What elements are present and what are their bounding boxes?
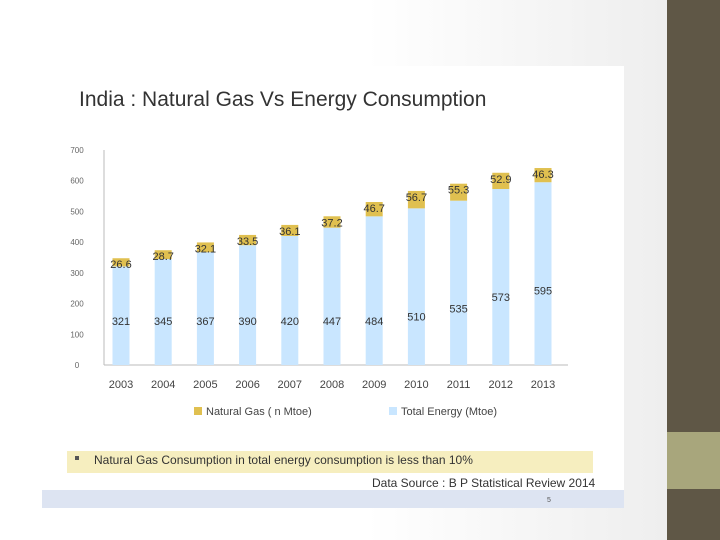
x-tick-label: 2013 <box>531 379 555 391</box>
natural-gas-bar <box>112 258 130 267</box>
total-energy-bar <box>450 200 468 365</box>
note-text: Natural Gas Consumption in total energy … <box>94 453 473 467</box>
y-tick-label: 600 <box>70 177 84 186</box>
total-energy-data-label: 484 <box>365 316 383 328</box>
natural-gas-data-label: 56.7 <box>406 192 427 204</box>
y-tick-label: 400 <box>70 238 84 247</box>
legend-label-total-energy: Total Energy (Mtoe) <box>401 406 497 418</box>
natural-gas-bar <box>239 234 257 246</box>
natural-gas-bar <box>492 172 510 190</box>
natural-gas-bar <box>196 242 214 253</box>
x-tick-label: 2008 <box>320 379 344 391</box>
y-tick-label: 100 <box>70 330 84 339</box>
x-tick-label: 2010 <box>404 379 428 391</box>
x-tick-label: 2006 <box>235 379 259 391</box>
total-energy-data-label: 595 <box>534 285 552 297</box>
total-energy-bar <box>239 245 257 365</box>
total-energy-bar <box>365 216 383 365</box>
page-number: 5 <box>547 497 551 504</box>
natural-gas-data-label: 55.3 <box>448 185 469 197</box>
legend-label-natural-gas: Natural Gas ( n Mtoe) <box>206 406 312 418</box>
x-tick-label: 2004 <box>151 379 175 391</box>
slide-title: India : Natural Gas Vs Energy Consumptio… <box>79 88 487 111</box>
legend-swatch-total-energy <box>389 407 397 415</box>
natural-gas-data-label: 28.7 <box>152 251 173 263</box>
natural-gas-bar <box>407 190 425 209</box>
y-tick-label: 200 <box>70 300 84 309</box>
total-energy-bar <box>281 236 299 365</box>
y-tick-label: 700 <box>70 146 84 155</box>
total-energy-bar <box>534 182 552 365</box>
total-energy-data-label: 420 <box>281 316 299 328</box>
total-energy-data-label: 535 <box>449 304 467 316</box>
bullet-icon <box>75 456 79 460</box>
natural-gas-bar <box>534 168 552 183</box>
total-energy-bar <box>323 227 341 365</box>
natural-gas-bar <box>450 183 468 201</box>
y-tick-label: 300 <box>70 269 84 278</box>
total-energy-bar <box>112 266 130 365</box>
data-source: Data Source : B P Statistical Review 201… <box>372 476 596 490</box>
total-energy-data-label: 573 <box>492 292 510 304</box>
side-block <box>667 432 720 489</box>
total-energy-bar <box>154 259 172 365</box>
natural-gas-bar <box>323 216 341 228</box>
natural-gas-data-label: 46.7 <box>363 203 384 215</box>
natural-gas-bar <box>365 201 383 217</box>
x-tick-label: 2005 <box>193 379 217 391</box>
natural-gas-data-label: 26.6 <box>110 259 131 271</box>
x-tick-label: 2007 <box>278 379 302 391</box>
total-energy-bar <box>196 252 214 365</box>
total-energy-data-label: 447 <box>323 316 341 328</box>
x-tick-label: 2012 <box>489 379 513 391</box>
total-energy-data-label: 345 <box>154 316 172 328</box>
y-tick-label: 0 <box>75 361 80 370</box>
total-energy-data-label: 367 <box>196 316 214 328</box>
x-tick-label: 2003 <box>109 379 133 391</box>
natural-gas-data-label: 33.5 <box>237 236 258 248</box>
natural-gas-data-label: 36.1 <box>279 226 300 238</box>
note-box: Natural Gas Consumption in total energy … <box>67 451 593 473</box>
x-tick-label: 2009 <box>362 379 386 391</box>
natural-gas-bar <box>281 224 299 236</box>
total-energy-data-label: 321 <box>112 316 130 328</box>
y-tick-label: 500 <box>70 207 84 216</box>
natural-gas-data-label: 52.9 <box>490 174 511 186</box>
total-energy-bar <box>492 189 510 365</box>
legend-swatch-natural-gas <box>194 407 202 415</box>
total-energy-data-label: 510 <box>407 311 425 323</box>
x-tick-label: 2011 <box>447 379 471 391</box>
natural-gas-data-label: 32.1 <box>195 243 216 255</box>
slide-footer-band <box>42 490 624 508</box>
natural-gas-bar <box>154 250 172 260</box>
total-energy-data-label: 390 <box>238 316 256 328</box>
natural-gas-data-label: 37.2 <box>321 217 342 229</box>
natural-gas-data-label: 46.3 <box>532 169 553 181</box>
total-energy-bar <box>407 208 425 365</box>
